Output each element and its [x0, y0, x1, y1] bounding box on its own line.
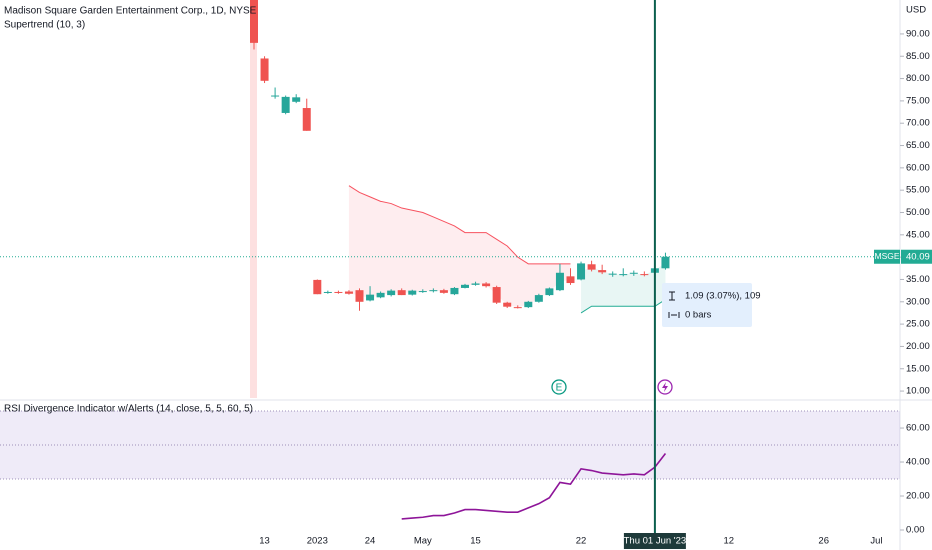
- y-tick-label: 60.00: [906, 423, 930, 434]
- candle-body: [619, 274, 628, 276]
- candle-body: [482, 283, 491, 287]
- candle-body: [545, 288, 554, 296]
- candle-body: [271, 95, 280, 97]
- x-tick-label: 24: [365, 536, 376, 547]
- y-tick-label: 65.00: [906, 140, 930, 151]
- rsi-pane: [0, 410, 900, 520]
- candle-body: [418, 291, 427, 293]
- measure-icon: [669, 291, 675, 301]
- y-tick-label: 50.00: [906, 207, 930, 218]
- y-tick-label: 40.00: [906, 457, 930, 468]
- candle-body: [598, 270, 607, 273]
- candle-body: [302, 108, 311, 131]
- measure-box: [662, 283, 752, 327]
- candle-body: [608, 273, 617, 275]
- candle-body: [471, 283, 480, 285]
- y-tick-label: 15.00: [906, 363, 930, 374]
- candle-body: [513, 307, 522, 309]
- rsi-title: RSI Divergence Indicator w/Alerts (14, c…: [4, 404, 253, 415]
- candle-body: [429, 290, 438, 292]
- candle-body: [439, 290, 448, 293]
- currency-label: USD: [906, 5, 926, 16]
- dividend-icon[interactable]: [657, 379, 673, 395]
- indicator-label: Supertrend (10, 3): [4, 20, 85, 31]
- candle-body: [292, 97, 301, 102]
- price-tag-label: 40.09: [906, 251, 930, 262]
- y-tick-label: 75.00: [906, 95, 930, 106]
- candle-body: [555, 272, 564, 291]
- chart-title: Madison Square Garden Entertainment Corp…: [4, 6, 257, 17]
- measure-bars: 0 bars: [685, 310, 712, 321]
- y-tick-label: 20.00: [906, 491, 930, 502]
- x-tick-label: 13: [259, 536, 270, 547]
- supertrend-line: [580, 299, 666, 314]
- x-tick-label: 15: [470, 536, 481, 547]
- candle-body: [323, 291, 332, 293]
- main-pane: [0, 0, 900, 314]
- candle-body: [503, 302, 512, 307]
- candle-body: [313, 279, 322, 295]
- candle-body: [492, 287, 501, 303]
- candle-body: [355, 290, 364, 302]
- y-tick-label: 10.00: [906, 386, 930, 397]
- candle-body: [577, 263, 586, 280]
- candle-body: [587, 264, 596, 270]
- y-tick-label: 45.00: [906, 229, 930, 240]
- candle-body: [250, 0, 258, 43]
- crosshair-date-box: [623, 533, 686, 549]
- candle-body: [344, 291, 353, 294]
- candle-body: [640, 274, 649, 276]
- candle-body: [408, 290, 417, 295]
- measure-change: 1.09 (3.07%), 109: [685, 291, 761, 302]
- y-tick-label: 90.00: [906, 28, 930, 39]
- y-tick-label: 70.00: [906, 118, 930, 129]
- candle-body: [450, 287, 459, 295]
- candle-body: [397, 290, 406, 296]
- candle-body: [524, 301, 533, 308]
- candle-body: [566, 276, 575, 284]
- bars-icon: [668, 312, 680, 318]
- candle-body: [260, 58, 269, 81]
- symbol-tag: [874, 249, 900, 264]
- y-tick-label: 80.00: [906, 73, 930, 84]
- y-tick-label: 85.00: [906, 51, 930, 62]
- supertrend-start-band: [250, 0, 257, 398]
- y-tick-label: 0.00: [906, 525, 925, 536]
- earnings-icon[interactable]: E: [551, 379, 567, 395]
- candle-body: [376, 292, 385, 298]
- candle-body: [461, 284, 469, 288]
- overlay: 10.00 15.00 20.00 25.00 30.00 35.00 40.00 45.00…: [259, 0, 932, 549]
- candle-body: [387, 290, 396, 296]
- candle-body: [366, 294, 375, 301]
- y-tick-label: 30.00: [906, 296, 930, 307]
- y-tick-label: 55.00: [906, 185, 930, 196]
- candle-body: [281, 96, 290, 113]
- x-tick-label: Thu 01 Jun '23: [624, 536, 687, 547]
- x-tick-label: 22: [576, 536, 587, 547]
- x-tick-label: May: [414, 536, 432, 547]
- y-tick-label: 20.00: [906, 341, 930, 352]
- supertrend-fill: [348, 185, 571, 308]
- y-tick-label: 35.00: [906, 274, 930, 285]
- y-tick-label: 25.00: [906, 319, 930, 330]
- rsi-line: [401, 453, 667, 520]
- x-tick-label: Jul: [870, 536, 882, 547]
- supertrend-line: [348, 185, 571, 265]
- x-tick-label: 12: [723, 536, 734, 547]
- x-tick-label: 2023: [307, 536, 328, 547]
- candle-body: [661, 256, 670, 269]
- symbol-tag-label: MSGE: [874, 251, 899, 261]
- candle-body: [629, 272, 638, 274]
- y-tick-label: 60.00: [906, 162, 930, 173]
- x-tick-label: 26: [818, 536, 829, 547]
- svg-text:E: E: [556, 383, 563, 394]
- candle-body: [534, 295, 543, 302]
- candle-body: [334, 291, 343, 293]
- price-tag: [901, 249, 932, 264]
